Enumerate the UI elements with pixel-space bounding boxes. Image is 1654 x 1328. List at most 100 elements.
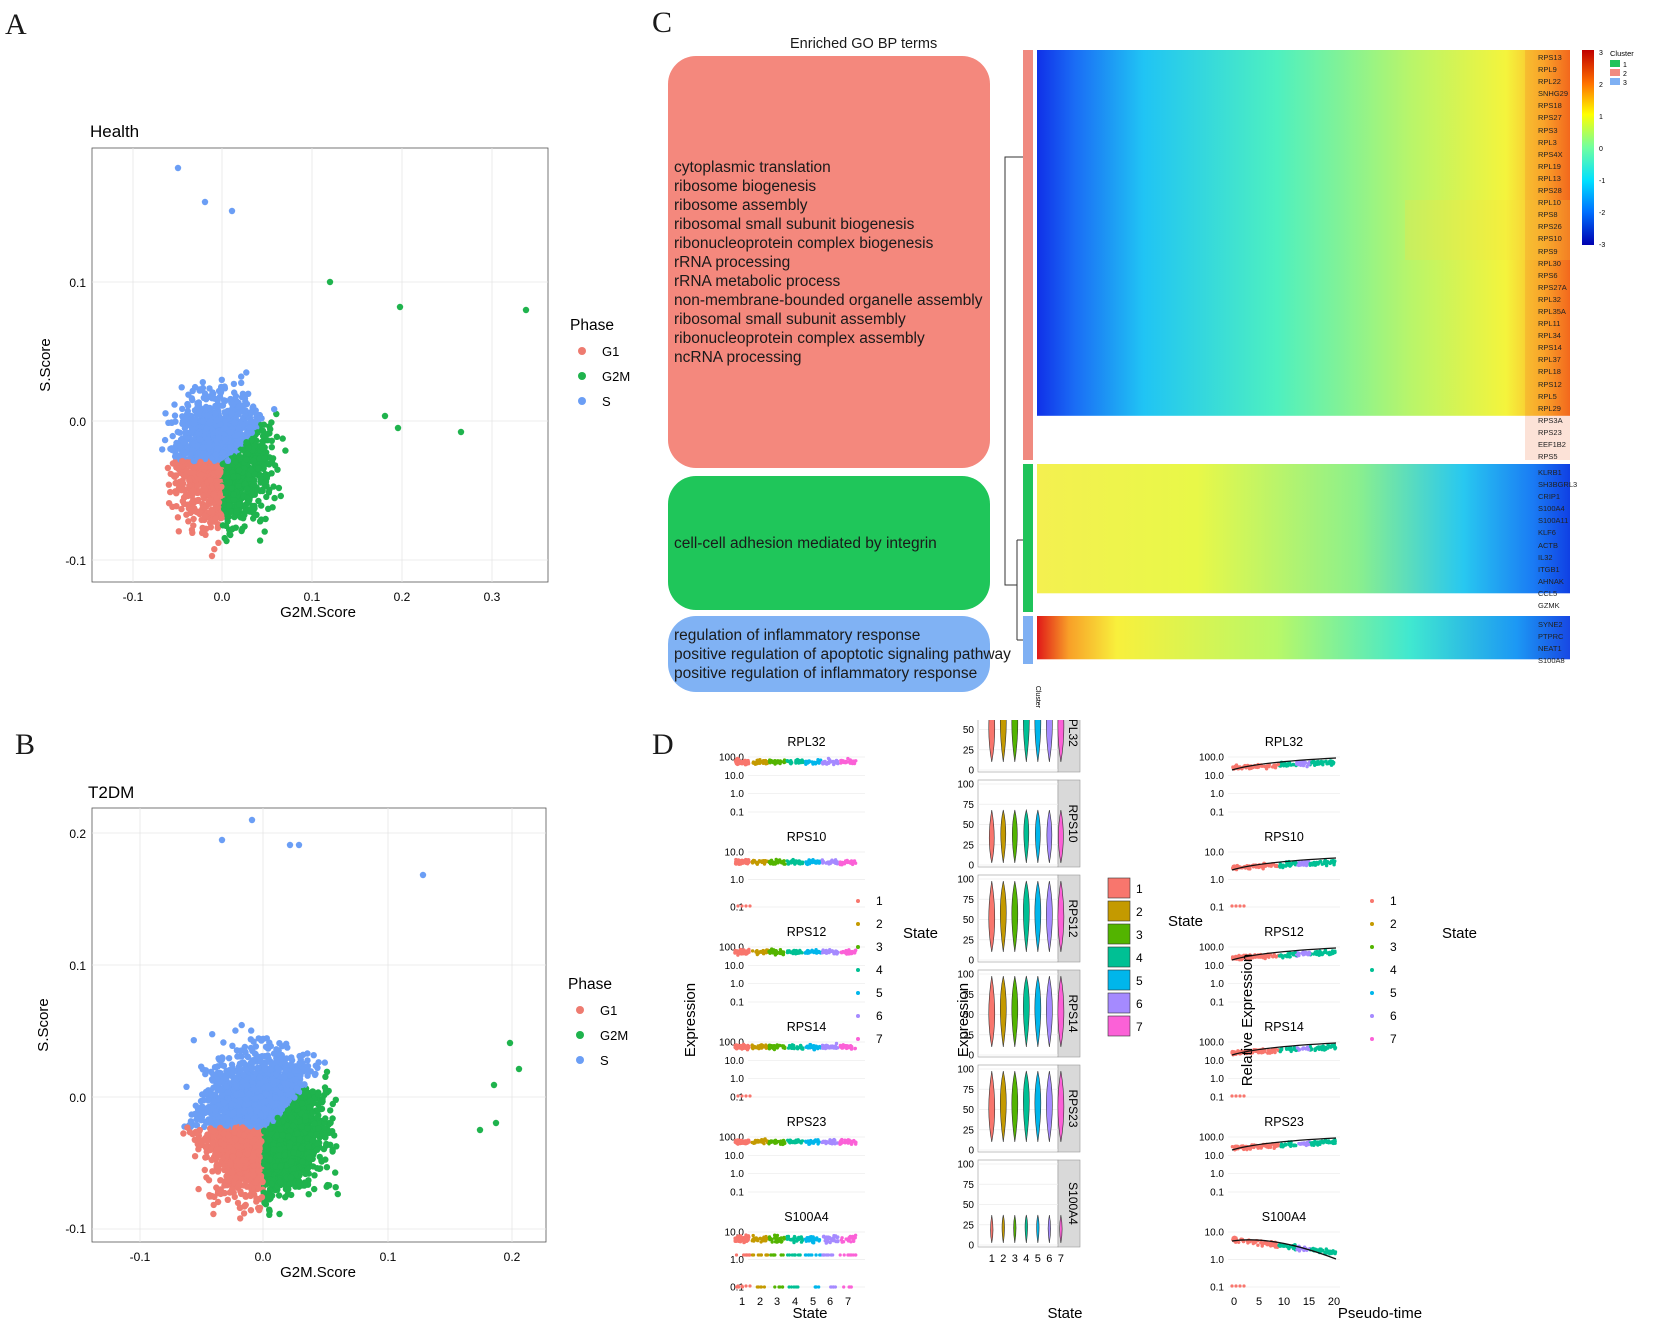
scatter-point — [261, 1199, 268, 1207]
scatter-point — [286, 1072, 293, 1079]
scatter-point — [218, 512, 225, 519]
scatter-point — [178, 505, 185, 513]
scatter-point — [171, 401, 178, 408]
scatter-point — [245, 499, 252, 506]
scatter-point — [205, 443, 213, 450]
scatter-point — [269, 504, 276, 511]
scatter-point — [322, 1087, 330, 1094]
scatter-point — [235, 467, 243, 474]
scatter-point — [219, 449, 227, 456]
scatter-point — [198, 471, 205, 479]
scatter-point — [220, 501, 228, 508]
scatter-point — [205, 419, 213, 427]
scatter-point — [191, 416, 198, 423]
scatter-point — [218, 383, 225, 391]
scatter-point — [174, 514, 182, 521]
scatter-point — [226, 502, 233, 509]
scatter-point — [239, 421, 246, 429]
scatter-point — [232, 392, 240, 400]
scatter-point — [457, 428, 465, 436]
scatter-point — [180, 1130, 187, 1137]
scatter-point — [210, 491, 218, 498]
scatter-point — [304, 1050, 311, 1057]
scatter-point — [243, 456, 250, 463]
scatter-point — [241, 511, 248, 519]
scatter-point — [209, 1031, 216, 1038]
x-tick: 0.3 — [484, 590, 501, 604]
scatter-point — [381, 412, 389, 420]
scatter-point — [200, 1097, 207, 1104]
scatter-point — [194, 497, 202, 505]
scatter-point — [201, 512, 208, 519]
scatter-point — [203, 424, 211, 432]
scatter-point — [311, 1185, 318, 1193]
scatter-point — [247, 1207, 255, 1214]
scatter-point — [175, 465, 182, 472]
scatter-point — [271, 462, 279, 469]
scatter-point — [231, 419, 238, 426]
legend-g1-dot — [578, 347, 586, 355]
scatter-point — [169, 460, 177, 467]
scatter-point — [203, 1153, 210, 1161]
scatter-point — [304, 1057, 311, 1064]
y-tick: -0.1 — [65, 554, 86, 568]
scatter-point — [321, 1059, 328, 1066]
scatter-point — [228, 508, 235, 515]
scatter-point — [186, 477, 193, 484]
scatter-point — [236, 455, 243, 462]
scatter-point — [310, 1052, 317, 1059]
scatter-point — [231, 1193, 238, 1201]
scatter-point — [221, 1108, 228, 1115]
grid-lines — [92, 148, 548, 582]
scatter-point — [214, 521, 222, 528]
scatter-point — [275, 1192, 283, 1199]
scatter-point — [319, 1095, 326, 1103]
scatter-point — [189, 447, 196, 454]
scatter-point — [179, 405, 186, 413]
scatter-point — [236, 1060, 244, 1067]
legend-g1: G1 — [602, 344, 619, 359]
scatter-point — [252, 410, 260, 417]
scatter-point — [323, 1068, 331, 1075]
scatter-point — [261, 455, 268, 462]
scatter-point — [214, 469, 221, 476]
scatter-point — [255, 465, 262, 472]
scatter-point — [271, 406, 278, 413]
x-tick: -0.1 — [123, 590, 144, 604]
scatter-point — [522, 306, 530, 314]
scatter-point — [201, 198, 209, 206]
scatter-point — [213, 416, 221, 424]
legend-s-dot — [578, 397, 586, 405]
scatter-point — [172, 472, 180, 479]
scatter-point — [266, 454, 273, 461]
scatter-point — [194, 482, 201, 489]
scatter-point — [215, 539, 222, 546]
scatter-point — [191, 1153, 199, 1160]
legend-s: S — [602, 394, 611, 409]
scatter-title: T2DM — [88, 783, 134, 802]
panel-letter-b: B — [15, 728, 36, 761]
scatter-point — [315, 1059, 322, 1066]
scatter-point — [247, 424, 254, 431]
scatter-point — [179, 420, 186, 427]
scatter-point — [188, 526, 196, 534]
scatter-point — [198, 452, 205, 459]
scatter-point — [190, 1037, 197, 1044]
scatter-point — [189, 387, 196, 395]
scatter-point — [200, 492, 207, 499]
x-tick: 0.0 — [214, 590, 231, 604]
scatter-point — [206, 404, 213, 412]
scatter-point — [196, 508, 203, 515]
scatter-point — [254, 429, 261, 436]
scatter-point — [199, 444, 207, 451]
scatter-point — [182, 429, 189, 437]
scatter-point — [259, 427, 267, 434]
scatter-point — [228, 485, 235, 492]
scatter-point — [236, 501, 243, 508]
scatter-point — [247, 409, 254, 417]
scatter-point — [332, 1184, 339, 1191]
panel-letter-d: D — [652, 728, 674, 761]
scatter-point — [326, 278, 334, 286]
scatter-point — [196, 436, 204, 443]
scatter-point — [247, 466, 255, 474]
